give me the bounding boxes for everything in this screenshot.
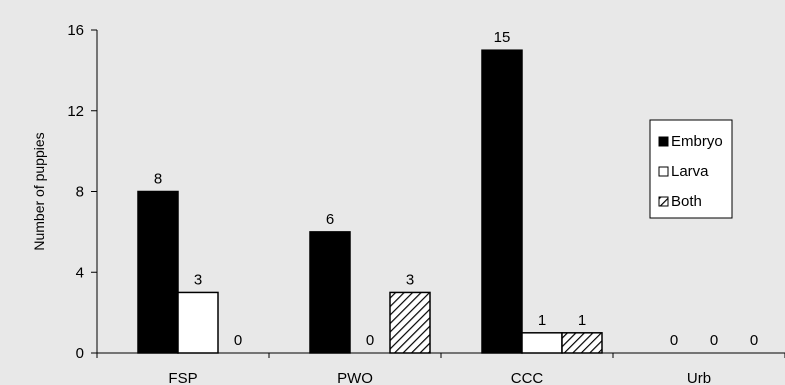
legend-label-embryo: Embryo xyxy=(671,133,723,150)
data-label-ccc-both: 1 xyxy=(578,312,586,329)
legend-swatch-larva xyxy=(658,166,669,177)
legend-label-both: Both xyxy=(671,193,702,210)
data-label-urb-larva: 0 xyxy=(710,332,718,349)
legend-swatch-both xyxy=(658,196,669,207)
legend-label-larva: Larva xyxy=(671,163,709,180)
y-axis-title: Number of puppies xyxy=(31,132,47,250)
x-tick-label-pwo: PWO xyxy=(337,370,373,385)
data-label-fsp-embryo: 8 xyxy=(154,171,162,188)
data-label-pwo-larva: 0 xyxy=(366,332,374,349)
y-tick-label-0: 0 xyxy=(76,345,84,362)
bar-fsp-larva xyxy=(177,291,219,354)
y-tick-label-12: 12 xyxy=(67,103,84,120)
x-tick-label-ccc: CCC xyxy=(511,370,544,385)
data-label-pwo-embryo: 6 xyxy=(326,211,334,228)
data-label-urb-embryo: 0 xyxy=(670,332,678,349)
bar-fsp-embryo xyxy=(137,190,179,354)
data-label-urb-both: 0 xyxy=(750,332,758,349)
x-tick-label-fsp: FSP xyxy=(168,370,197,385)
bar-ccc-larva xyxy=(521,332,563,354)
bars xyxy=(137,49,603,354)
y-tick-label-4: 4 xyxy=(76,264,84,281)
bar-ccc-both xyxy=(561,332,603,354)
legend: Embryo Larva Both xyxy=(649,119,733,219)
y-tick-label-16: 16 xyxy=(67,22,84,39)
bar-ccc-embryo xyxy=(481,49,523,354)
x-tick-label-urb: Urb xyxy=(687,370,711,385)
data-label-ccc-embryo: 15 xyxy=(494,29,511,46)
data-labels: 8 3 0 6 0 3 15 1 1 0 0 0 xyxy=(154,29,758,349)
bar-pwo-both xyxy=(389,291,431,354)
data-label-fsp-both: 0 xyxy=(234,332,242,349)
data-label-fsp-larva: 3 xyxy=(194,271,202,288)
y-tick-label-8: 8 xyxy=(76,184,84,201)
data-label-ccc-larva: 1 xyxy=(538,312,546,329)
data-label-pwo-both: 3 xyxy=(406,271,414,288)
legend-swatch-embryo xyxy=(658,136,669,147)
bar-pwo-embryo xyxy=(309,231,351,354)
